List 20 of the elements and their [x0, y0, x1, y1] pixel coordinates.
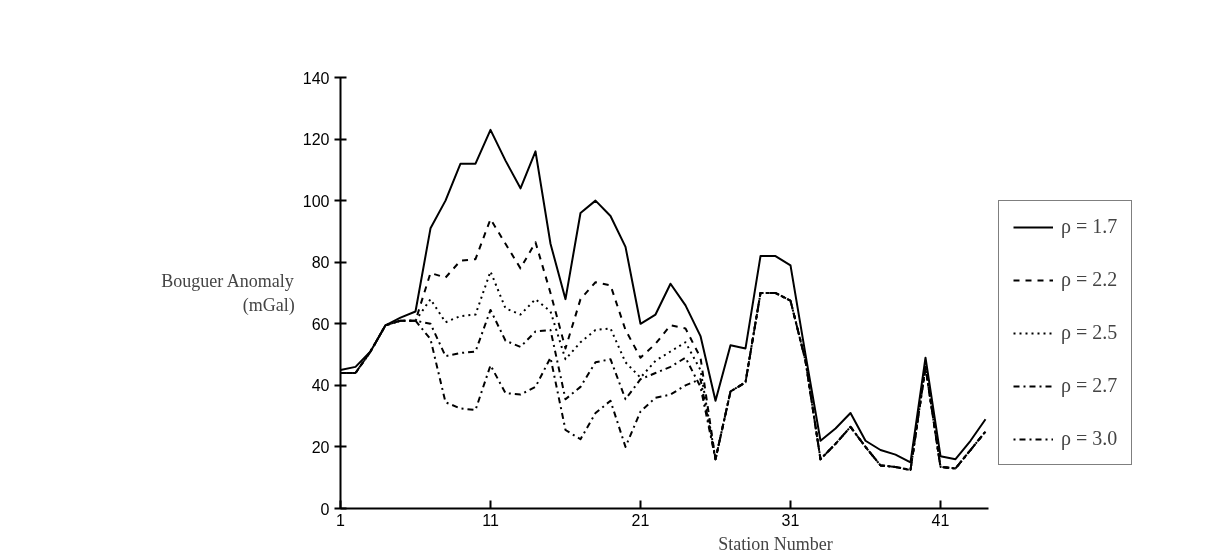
- x-axis-title: Station Number: [718, 533, 833, 554]
- legend-label: ρ = 2.5: [1061, 321, 1118, 344]
- y-tick-label: 80: [311, 254, 330, 272]
- y-tick-label: 100: [302, 192, 330, 210]
- x-tick-label: 11: [482, 511, 499, 529]
- x-tick-label: 21: [631, 511, 650, 529]
- y-tick-label: 120: [302, 131, 330, 149]
- y-tick-label: 60: [311, 315, 330, 333]
- y-tick-label: 0: [320, 500, 330, 518]
- y-tick-label: 40: [311, 377, 330, 395]
- x-tick-label: 1: [336, 511, 346, 529]
- legend-label: ρ = 3.0: [1061, 427, 1118, 450]
- legend-label: ρ = 2.7: [1061, 374, 1118, 397]
- y-tick-label: 140: [302, 69, 330, 87]
- x-tick-label: 41: [931, 511, 950, 529]
- y-axis-title: Bouguer Anomaly (mGal): [161, 271, 295, 316]
- y-tick-label: 20: [311, 438, 330, 456]
- legend-label: ρ = 2.2: [1061, 268, 1118, 291]
- x-tick-label: 31: [781, 511, 800, 529]
- legend-label: ρ = 1.7: [1061, 215, 1118, 238]
